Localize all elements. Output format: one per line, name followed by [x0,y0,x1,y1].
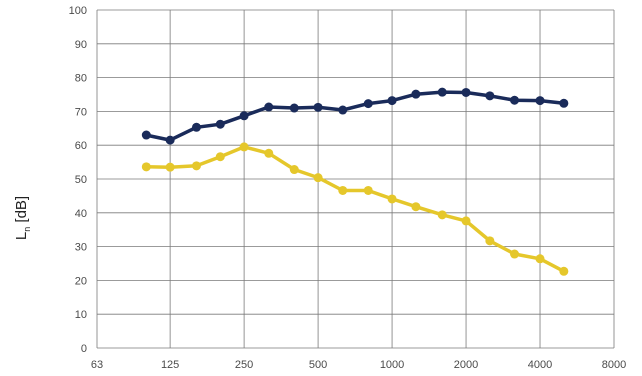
series-1-point [485,91,495,101]
series-2-point [510,249,520,259]
series-2-point [485,236,495,246]
series-2-line [144,145,566,274]
series-2-point [165,162,175,172]
y-tick-labels: 0 10 20 30 40 50 60 70 80 90 100 [69,5,87,355]
y-tick-label: 70 [75,106,87,118]
series-2-point [461,216,471,226]
series-1-point [264,102,274,112]
y-axis-label-subscript: n [22,227,32,232]
y-tick-label: 50 [75,174,87,186]
x-tick-labels: 63 125 250 500 1000 2000 4000 8000 [91,359,626,371]
y-tick-label: 10 [75,309,87,321]
y-tick-label: 90 [75,39,87,51]
y-axis-label-main: L [13,232,30,240]
series-2-point [313,173,323,183]
series-2-point [559,266,569,276]
x-tick-label: 250 [235,359,253,371]
series-1-point [215,119,225,129]
series-1-point [411,89,421,99]
series-2-point [289,165,299,175]
y-tick-label: 80 [75,73,87,85]
series-1-point [535,96,545,106]
series-1-point [559,98,569,108]
y-tick-label: 0 [81,343,87,355]
y-tick-label: 20 [75,275,87,287]
series-1-point [141,130,151,140]
series-1-point [165,135,175,145]
series-2-point [535,254,545,264]
series-1-point [313,102,323,112]
series-2 [141,142,569,276]
x-tick-label: 125 [161,359,179,371]
series-1 [141,87,569,145]
series-2-point [363,185,373,195]
y-axis-label-unit: [dB] [13,196,30,227]
series-1-point [387,96,397,106]
series-2-point [264,148,274,158]
series-1-point [437,87,447,97]
y-tick-label: 60 [75,140,87,152]
series-2-point [191,161,201,171]
series-1-point [510,95,520,105]
series-group [141,87,569,276]
series-2-point [239,142,249,152]
y-tick-label: 40 [75,208,87,220]
series-1-point [363,99,373,109]
series-1-point [239,111,249,121]
x-tick-label: 1000 [380,359,404,371]
series-2-point [338,185,348,195]
series-1-point [289,103,299,113]
series-1-line [144,90,566,142]
series-1-point [338,105,348,115]
grid [96,9,615,349]
x-tick-label: 2000 [454,359,478,371]
x-tick-label: 500 [309,359,327,371]
y-tick-label: 30 [75,242,87,254]
y-axis-label: Ln [dB] [13,196,32,240]
series-2-point [437,210,447,220]
x-tick-label: 8000 [602,359,626,371]
series-2-point [411,202,421,212]
series-2-point [141,162,151,172]
series-1-point [191,122,201,132]
series-2-point [215,152,225,162]
series-1-point [461,87,471,97]
x-tick-label: 63 [91,359,103,371]
x-tick-label: 4000 [528,359,552,371]
y-tick-label: 100 [69,5,87,17]
series-2-point [387,194,397,204]
